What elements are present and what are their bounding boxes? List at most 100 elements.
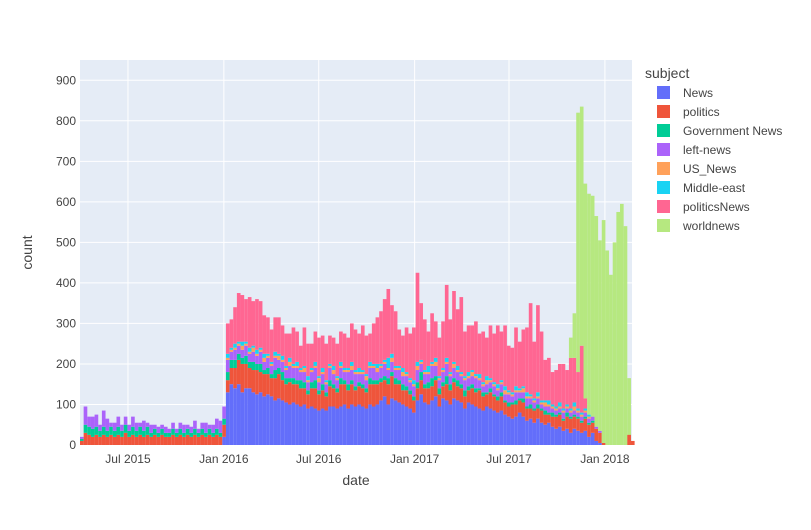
bar-segment-government-news <box>404 386 409 391</box>
bar-segment-news <box>342 404 347 445</box>
bar-segment-middle-east <box>521 386 526 389</box>
bar-segment-news <box>543 424 548 445</box>
bar-segment-left-news <box>320 374 325 385</box>
bar-segment-left-news <box>236 345 241 354</box>
bar-segment-left-news <box>499 384 504 393</box>
bar-segment-government-news <box>174 432 179 437</box>
bar-segment-news <box>521 416 526 445</box>
bar-segment-us-news <box>382 361 387 364</box>
bar-segment-news <box>357 404 361 445</box>
bar-segment-government-news <box>98 430 102 437</box>
bar-segment-government-news <box>536 404 540 409</box>
bar-segment-politics <box>565 416 569 429</box>
bar-segment-politics <box>222 424 226 437</box>
bar-segment-politics <box>324 396 329 411</box>
bar-segment-middle-east <box>539 400 544 403</box>
bar-segment-us-news <box>495 388 500 391</box>
bar-segment-news <box>269 396 274 445</box>
bar-segment-politicsnews <box>466 325 471 373</box>
bar-segment-left-news <box>287 365 292 379</box>
bar-segment-left-news <box>112 422 117 431</box>
bar-segment-us-news <box>390 357 394 362</box>
bar-segment-left-news <box>145 422 150 427</box>
bar-segment-news <box>331 406 336 445</box>
bar-segment-left-news <box>485 384 489 393</box>
bar-segment-news <box>390 398 394 445</box>
bar-segment-government-news <box>251 361 256 371</box>
bar-segment-left-news <box>266 357 270 368</box>
bar-segment-middle-east <box>517 388 522 391</box>
bar-segment-government-news <box>105 430 110 437</box>
bar-segment-politics <box>178 434 183 445</box>
bar-segment-middle-east <box>528 394 533 397</box>
bar-segment-us-news <box>430 363 434 366</box>
bar-segment-politics <box>152 434 157 445</box>
bar-segment-politics <box>488 392 493 409</box>
bar-segment-politics <box>240 363 245 393</box>
legend-label: US_News <box>683 162 736 176</box>
bar-segment-politics <box>579 422 584 433</box>
bar-segment-news <box>466 402 471 445</box>
bar-segment-government-news <box>437 388 442 395</box>
bar-segment-news <box>302 404 307 445</box>
bar-segment-middle-east <box>244 341 248 344</box>
y-tick-label: 600 <box>56 195 76 209</box>
bar-segment-politics <box>80 440 84 445</box>
y-tick-label: 100 <box>56 397 76 411</box>
legend-swatch <box>657 162 670 175</box>
bar-segment-politics <box>550 416 555 427</box>
bar-segment-news <box>561 430 566 445</box>
bar-segment-middle-east <box>565 404 569 407</box>
bar-segment-government-news <box>393 378 398 385</box>
bar-segment-politicsnews <box>298 345 303 368</box>
bar-segment-left-news <box>543 406 548 411</box>
bar-segment-left-news <box>218 420 223 433</box>
bar-segment-politics <box>412 400 416 413</box>
bar-segment-middle-east <box>543 400 548 403</box>
bar-segment-government-news <box>200 428 205 435</box>
bar-segment-middle-east <box>576 408 580 411</box>
bar-segment-left-news <box>532 402 537 409</box>
bar-segment-politics <box>401 390 405 405</box>
bar-segment-news <box>287 404 292 445</box>
bar-segment-government-news <box>532 408 537 411</box>
bar-segment-middle-east <box>514 386 518 391</box>
bar-segment-politics <box>375 384 380 405</box>
bar-segment-left-news <box>309 372 314 383</box>
bar-segment-left-news <box>152 424 157 429</box>
bar-segment-politics <box>131 434 135 445</box>
bar-segment-news <box>240 392 245 445</box>
bar-segment-us-news <box>393 368 398 371</box>
bar-segment-government-news <box>565 412 569 417</box>
bar-segment-politicsnews <box>557 363 562 403</box>
bar-segment-left-news <box>160 424 164 429</box>
bar-segment-us-news <box>379 365 383 368</box>
bar-segment-government-news <box>247 361 252 368</box>
bar-segment-politics <box>459 388 464 403</box>
bar-segment-left-news <box>590 416 595 421</box>
bar-segment-politicsnews <box>448 319 453 373</box>
bar-segment-government-news <box>528 404 533 409</box>
bar-segment-politics <box>568 418 573 433</box>
bar-segment-middle-east <box>568 408 573 411</box>
bar-segment-government-news <box>207 428 212 435</box>
bar-segment-us-news <box>412 384 416 387</box>
bar-segment-government-news <box>244 355 248 364</box>
bar-segment-middle-east <box>364 374 369 377</box>
bar-segment-politics <box>481 396 486 411</box>
bar-segment-us-news <box>532 400 537 403</box>
bar-segment-us-news <box>499 382 504 385</box>
bar-segment-left-news <box>240 349 245 358</box>
bar-segment-middle-east <box>360 370 365 373</box>
bar-segment-news <box>452 398 456 445</box>
bar-segment-left-news <box>444 363 449 377</box>
bar-segment-politicsnews <box>364 335 369 375</box>
bar-segment-government-news <box>525 406 529 409</box>
bar-segment-left-news <box>101 410 106 427</box>
bar-segment-politics <box>510 404 515 419</box>
bar-segment-news <box>437 406 442 445</box>
bar-segment-government-news <box>360 384 365 389</box>
bar-segment-worldnews <box>627 378 631 445</box>
bar-segment-left-news <box>503 394 507 401</box>
bar-segment-politicsnews <box>233 307 237 344</box>
